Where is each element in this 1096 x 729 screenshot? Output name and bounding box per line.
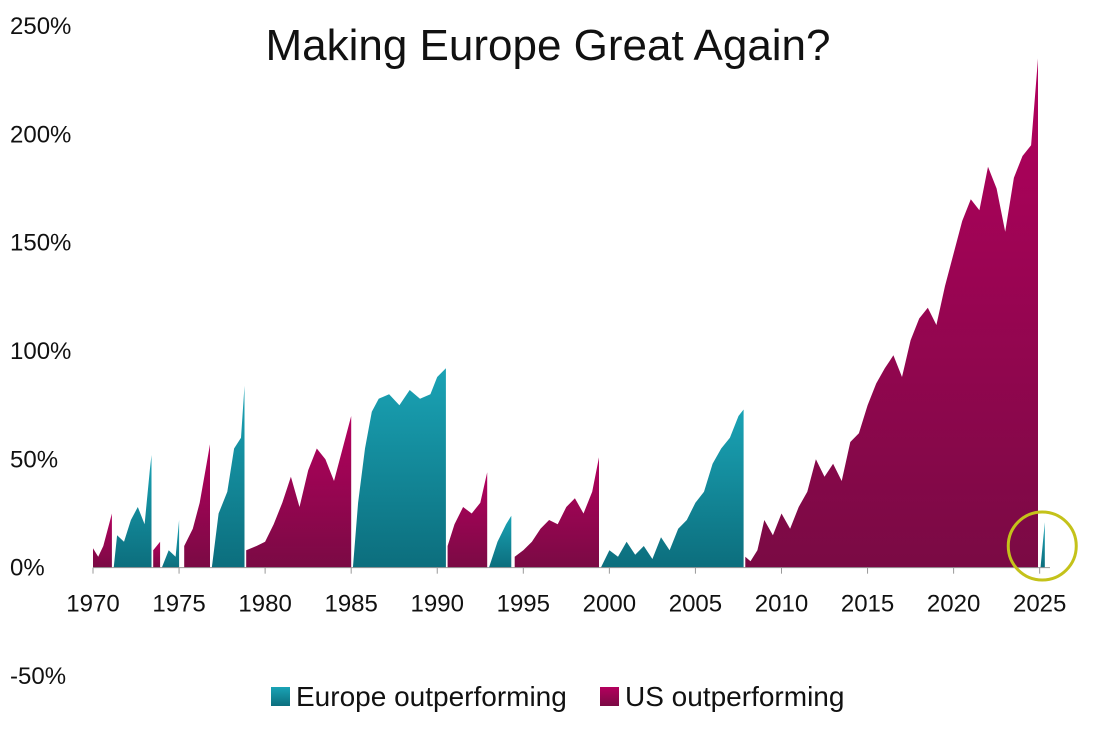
x-tick-label: 2015: [841, 591, 894, 618]
x-tick-label: 1985: [324, 591, 377, 618]
y-tick-label: 150%: [10, 230, 71, 257]
y-axis-ticks: 250% 200% 150% 100% 50% 0% -50%: [10, 13, 71, 690]
x-tick-label: 2000: [583, 591, 636, 618]
x-tick-label: 2025: [1013, 591, 1066, 618]
y-tick-label: 50%: [10, 446, 58, 473]
legend-swatch-europe: [271, 687, 290, 706]
legend-label-us: US outperforming: [625, 681, 844, 712]
highlight-circle: [1006, 510, 1078, 582]
y-tick-label: 250%: [10, 13, 71, 40]
legend-swatch-us: [600, 687, 619, 706]
europe-area-segment: [1040, 522, 1045, 568]
us-area-segment: [153, 541, 161, 568]
europe-area-segment: [352, 368, 446, 568]
europe-area-segment: [161, 520, 180, 568]
x-axis-ticks: 1970 1975 1980 1985 1990 1995 2000 2005 2010 2015…: [66, 567, 1066, 618]
europe-area-segment: [488, 515, 512, 568]
chart-title: Making Europe Great Again?: [265, 21, 830, 70]
x-tick-label: 2005: [669, 591, 722, 618]
y-tick-label: 0%: [10, 555, 45, 582]
us-area-segment: [447, 472, 488, 568]
us-area-segment: [246, 416, 352, 568]
y-tick-label: 100%: [10, 338, 71, 365]
x-tick-label: 1970: [66, 591, 119, 618]
us-area-segment: [514, 457, 599, 568]
x-tick-label: 2010: [755, 591, 808, 618]
plot-area: [93, 58, 1045, 568]
europe-area-segment: [600, 409, 744, 568]
x-tick-label: 1990: [411, 591, 464, 618]
legend: Europe outperforming US outperforming: [271, 681, 844, 712]
us-area-segment: [93, 513, 112, 568]
y-tick-label: 200%: [10, 121, 71, 148]
y-tick-label: -50%: [10, 663, 66, 690]
x-tick-label: 2020: [927, 591, 980, 618]
legend-label-europe: Europe outperforming: [296, 681, 567, 712]
europe-area-segment: [211, 385, 245, 568]
x-tick-label: 1980: [238, 591, 291, 618]
x-tick-label: 1975: [152, 591, 205, 618]
us-area-segment: [184, 444, 210, 568]
europe-area-segment: [113, 455, 152, 568]
x-tick-label: 1995: [497, 591, 550, 618]
us-area-segment: [745, 58, 1038, 568]
